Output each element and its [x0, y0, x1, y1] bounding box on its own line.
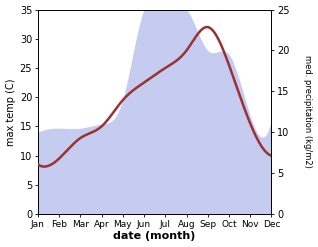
- X-axis label: date (month): date (month): [114, 231, 196, 242]
- Y-axis label: max temp (C): max temp (C): [5, 78, 16, 145]
- Y-axis label: med. precipitation (kg/m2): med. precipitation (kg/m2): [303, 55, 313, 168]
